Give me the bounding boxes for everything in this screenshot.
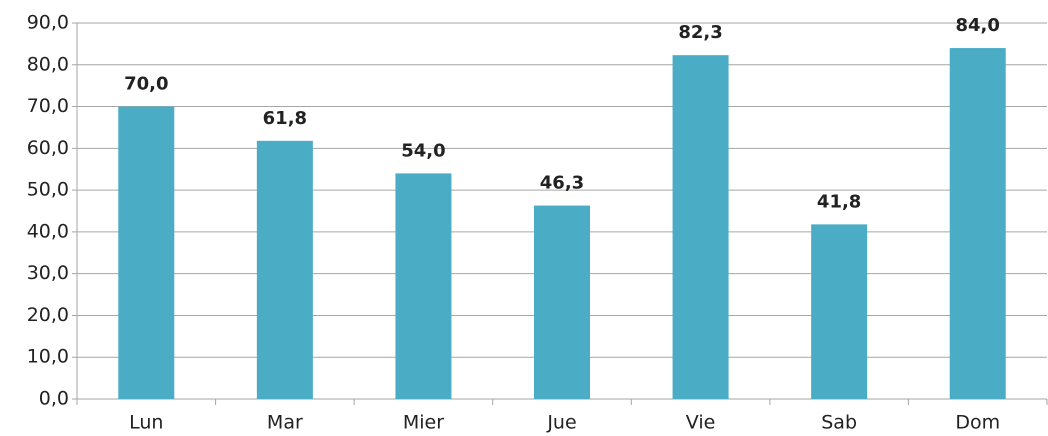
- value-label: 61,8: [263, 108, 307, 129]
- bar: [395, 173, 452, 399]
- x-tick-label: Dom: [955, 412, 1000, 434]
- x-tick-label: Mier: [403, 412, 444, 434]
- x-tick-label: Lun: [129, 412, 163, 434]
- value-label: 82,3: [678, 22, 722, 43]
- bar: [118, 106, 175, 400]
- y-tick-label: 20,0: [27, 304, 69, 326]
- x-tick-label: Jue: [546, 412, 576, 434]
- y-tick-label: 50,0: [27, 179, 69, 201]
- bar: [811, 224, 868, 399]
- bar: [672, 55, 729, 400]
- y-tick-label: 30,0: [27, 262, 69, 284]
- y-tick-label: 0,0: [39, 388, 69, 410]
- y-tick-label: 90,0: [27, 12, 69, 34]
- y-tick-label: 60,0: [27, 137, 69, 159]
- x-tick-label: Sab: [821, 412, 857, 434]
- value-label: 70,0: [124, 74, 168, 95]
- value-label: 84,0: [956, 15, 1000, 36]
- y-tick-label: 80,0: [27, 53, 69, 75]
- bar: [949, 48, 1006, 400]
- y-tick-label: 70,0: [27, 95, 69, 117]
- bar: [256, 140, 313, 399]
- value-label: 54,0: [401, 140, 445, 161]
- value-label: 46,3: [540, 173, 584, 194]
- y-tick-label: 10,0: [27, 346, 69, 368]
- x-tick-label: Mar: [267, 412, 303, 434]
- value-label: 41,8: [817, 191, 861, 212]
- x-tick-label: Vie: [686, 412, 716, 434]
- y-tick-label: 40,0: [27, 220, 69, 242]
- bar: [534, 205, 590, 399]
